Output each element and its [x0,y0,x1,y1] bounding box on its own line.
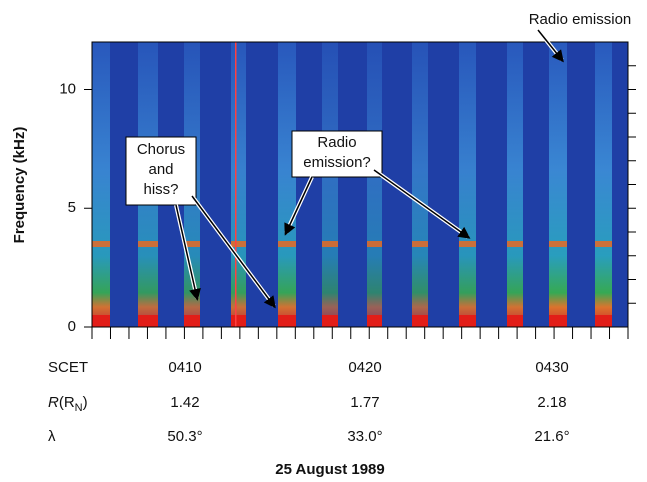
row-value: 21.6° [534,428,569,445]
arrow [373,169,471,239]
emission-band [595,42,612,327]
emission-line [138,241,158,247]
row-value: 2.18 [537,394,566,411]
annotation-box [125,136,197,206]
emission-line [595,241,612,247]
emission-line [412,241,428,247]
emission-line [278,241,296,247]
row-value: 33.0° [347,428,382,445]
y-tick-label: 0 [68,318,76,335]
row-value: 0420 [348,359,381,376]
y-tick-label: 10 [59,80,76,97]
emission-band [367,42,382,327]
emission-base [595,315,612,327]
emission-line [459,241,476,247]
y-tick-label: 5 [68,199,76,216]
y-axis-label: Frequency (kHz) [11,127,28,244]
row-label-part: SCET [48,359,88,376]
emission-line [184,241,200,247]
row-value: 50.3° [167,428,202,445]
emission-band [549,42,567,327]
emission-line [92,241,110,247]
row-value: 1.42 [170,394,199,411]
annotation-box [291,130,383,178]
annotation: hiss? [143,181,178,198]
emission-band [459,42,476,327]
annotation: emission? [303,154,371,171]
arrow [284,176,313,236]
annotation: and [148,161,173,178]
row-label-part: N [75,402,83,414]
row-label: R(RN) [48,394,88,414]
row-label-part: (R [59,394,75,411]
row-value: 0430 [535,359,568,376]
annotation: Chorus [137,141,185,158]
x-axis-label: 25 August 1989 [275,461,385,478]
spike [235,42,237,327]
row-label-part: λ [48,428,56,445]
emission-base [459,315,476,327]
emission-base [92,315,110,327]
emission-base [138,315,158,327]
emission-band [412,42,428,327]
emission-base [322,315,338,327]
emission-base [231,315,246,327]
row-label: SCET [48,359,88,376]
arrow [175,204,201,301]
row-value: 0410 [168,359,201,376]
emission-base [184,315,200,327]
emission-base [278,315,296,327]
emission-line [507,241,523,247]
emission-base [412,315,428,327]
emission-band [278,42,296,327]
arrow [191,195,276,309]
emission-band [92,42,110,327]
emission-band [507,42,523,327]
emission-band [322,42,338,327]
row-label-part: ) [83,394,88,411]
annotation: Radio [317,134,356,151]
emission-line [322,241,338,247]
row-label-part: R [48,394,59,411]
emission-line [367,241,382,247]
arrow [537,29,564,63]
annotation: Radio emission [529,11,632,28]
row-value: 1.77 [350,394,379,411]
emission-base [507,315,523,327]
row-label: λ [48,428,56,445]
emission-line [231,241,246,247]
emission-base [367,315,382,327]
emission-band [231,42,246,327]
emission-line [549,241,567,247]
emission-base [549,315,567,327]
